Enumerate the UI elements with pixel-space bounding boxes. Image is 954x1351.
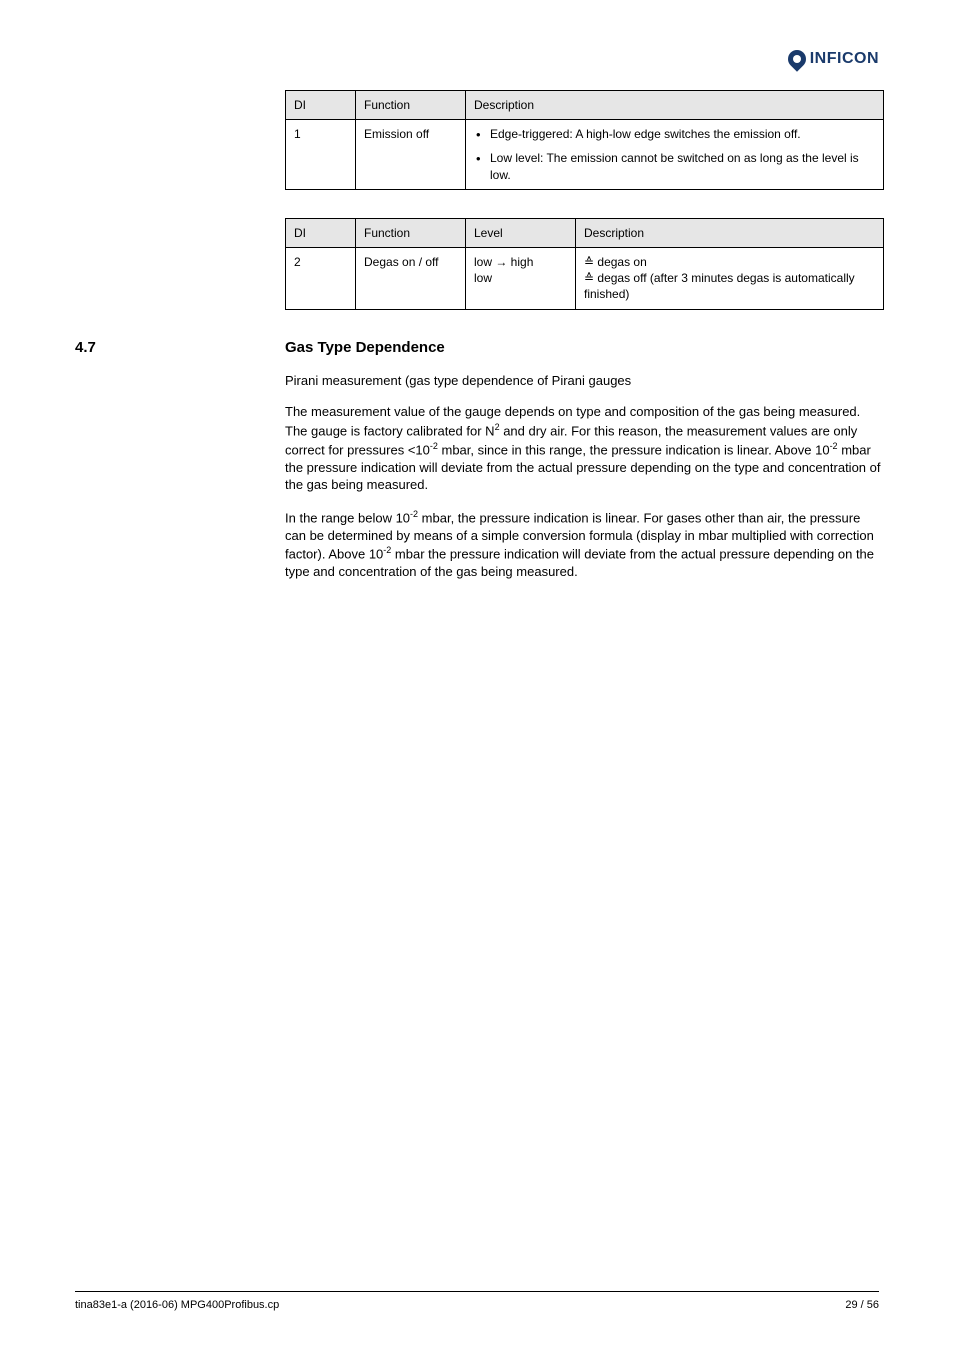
table-di-function-description: DI Function Description 1 Emission off E… xyxy=(285,90,884,190)
bullet-item: Low level: The emission cannot be switch… xyxy=(474,150,875,182)
desc-text-1: degas on xyxy=(594,255,647,269)
table-row: 2 Degas on / off low → high low ≙ degas … xyxy=(286,247,884,309)
level-text-1: low → high xyxy=(474,255,533,269)
desc-text-2: degas off (after 3 minutes degas is auto… xyxy=(584,271,855,301)
cell-description: Edge-triggered: A high-low edge switches… xyxy=(466,120,884,190)
section-heading: 4.7 Gas Type Dependence xyxy=(285,338,884,358)
table-header-row: DI Function Description xyxy=(286,91,884,120)
logo-mark-icon xyxy=(784,46,809,71)
table-header-row: DI Function Level Description xyxy=(286,218,884,247)
superscript: -2 xyxy=(410,509,418,519)
paragraph: The measurement value of the gauge depen… xyxy=(285,403,884,493)
paragraph: Pirani measurement (gas type dependence … xyxy=(285,372,884,390)
table-row: 1 Emission off Edge-triggered: A high-lo… xyxy=(286,120,884,190)
corresponds-icon: ≙ xyxy=(584,255,594,269)
page-footer: tina83e1-a (2016-06) MPG400Profibus.cp 2… xyxy=(75,1291,879,1313)
th-description: Description xyxy=(466,91,884,120)
section-number: 4.7 xyxy=(75,338,96,358)
th-level: Level xyxy=(466,218,576,247)
cell-di: 2 xyxy=(286,247,356,309)
p1-part-a: Pirani measurement (gas type dependence … xyxy=(285,373,631,388)
cell-level: low → high low xyxy=(466,247,576,309)
th-function: Function xyxy=(356,218,466,247)
th-di: DI xyxy=(286,218,356,247)
th-description: Description xyxy=(576,218,884,247)
superscript: -2 xyxy=(830,441,838,451)
table-di-function-level: DI Function Level Description 2 Degas on… xyxy=(285,218,884,310)
footer-left: tina83e1-a (2016-06) MPG400Profibus.cp xyxy=(75,1298,279,1313)
p2-part-a: In the range below 10 xyxy=(285,510,410,525)
cell-function: Degas on / off xyxy=(356,247,466,309)
cell-di: 1 xyxy=(286,120,356,190)
p1-part-d: mbar, since in this range, the pressure … xyxy=(438,442,830,457)
corresponds-icon: ≙ xyxy=(584,271,594,285)
paragraph: In the range below 10-2 mbar, the pressu… xyxy=(285,508,884,581)
bullet-item: Edge-triggered: A high-low edge switches… xyxy=(474,126,875,142)
cell-function: Emission off xyxy=(356,120,466,190)
level-text-2: low xyxy=(474,271,492,285)
th-di: DI xyxy=(286,91,356,120)
footer-right: 29 / 56 xyxy=(845,1298,879,1313)
section-title: Gas Type Dependence xyxy=(285,339,445,356)
th-function: Function xyxy=(356,91,466,120)
logo-text: INFICON xyxy=(810,48,879,70)
brand-logo: INFICON xyxy=(788,48,879,70)
cell-description: ≙ degas on ≙ degas off (after 3 minutes … xyxy=(576,247,884,309)
superscript: -2 xyxy=(430,441,438,451)
